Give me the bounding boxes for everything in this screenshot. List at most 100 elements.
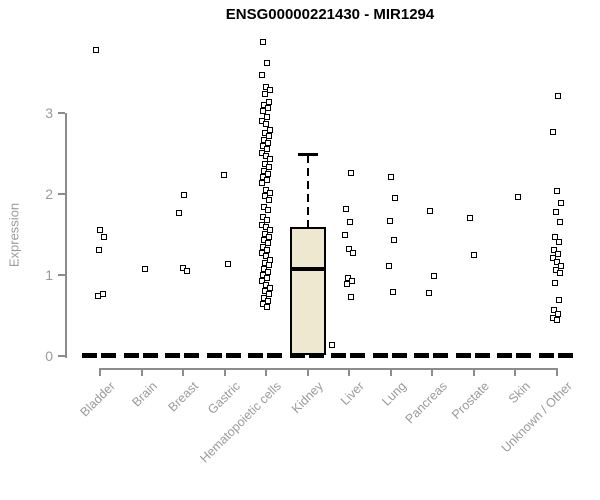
y-axis-line — [65, 113, 67, 358]
data-point — [262, 130, 268, 137]
data-point — [554, 310, 561, 317]
data-point — [261, 237, 267, 244]
zero-baseline — [248, 353, 284, 358]
data-point — [264, 246, 270, 253]
data-point — [344, 280, 350, 287]
data-point — [176, 209, 182, 216]
data-point — [267, 127, 273, 133]
data-point — [386, 217, 393, 224]
data-point — [266, 98, 272, 105]
zero-baseline — [206, 353, 243, 358]
data-point — [96, 246, 102, 253]
zero-baseline — [331, 353, 367, 358]
data-point — [470, 251, 477, 258]
boxplot-box — [289, 227, 326, 355]
data-point — [265, 105, 271, 112]
data-point — [557, 263, 564, 270]
y-axis-tick — [58, 355, 65, 357]
x-axis-tick — [555, 368, 558, 376]
data-point — [556, 270, 563, 277]
boxplot-whisker-line — [306, 155, 309, 228]
data-point — [557, 199, 564, 206]
data-point — [263, 186, 269, 193]
data-point — [263, 253, 269, 260]
data-point — [97, 227, 103, 234]
data-point — [263, 121, 269, 128]
data-point — [266, 164, 272, 171]
data-point — [466, 215, 473, 222]
data-point — [261, 167, 267, 174]
data-point — [267, 156, 273, 163]
data-point — [550, 246, 557, 253]
data-point — [553, 317, 560, 324]
data-point — [346, 246, 352, 253]
boxplot-whisker-cap — [297, 153, 318, 157]
x-axis-tick — [306, 368, 309, 376]
data-point — [551, 233, 558, 240]
data-point — [261, 294, 267, 301]
data-point — [265, 268, 271, 275]
data-point — [264, 275, 270, 282]
data-point — [266, 262, 272, 269]
data-point — [260, 38, 266, 45]
x-axis-tick — [265, 368, 267, 376]
data-point — [556, 219, 563, 226]
data-point — [390, 237, 397, 244]
data-point — [264, 146, 270, 153]
data-point — [264, 304, 270, 311]
data-point — [260, 108, 266, 115]
boxplot-median-line — [291, 267, 324, 272]
data-point — [264, 114, 270, 121]
data-point — [263, 281, 269, 288]
data-point — [350, 250, 356, 257]
zero-baseline — [414, 353, 450, 358]
data-point — [260, 272, 266, 278]
zero-baseline — [497, 353, 533, 358]
x-axis-tick — [99, 368, 101, 376]
data-point — [265, 240, 271, 247]
zero-baseline — [538, 353, 575, 358]
data-point — [348, 169, 354, 176]
data-point — [348, 293, 354, 300]
data-point — [261, 203, 267, 210]
data-point — [259, 118, 265, 125]
data-point — [260, 243, 266, 250]
data-point — [264, 59, 270, 66]
data-point — [549, 254, 556, 261]
data-point — [347, 219, 353, 226]
data-point — [550, 306, 557, 313]
data-point — [554, 250, 561, 257]
data-point — [266, 291, 272, 298]
data-point — [342, 231, 348, 238]
x-axis-tick — [431, 368, 433, 376]
y-axis-title: Expression — [6, 202, 22, 268]
data-point — [265, 297, 271, 304]
y-axis-tick — [58, 193, 65, 195]
data-point — [266, 233, 272, 240]
x-axis-tick — [514, 368, 516, 376]
data-point — [259, 278, 265, 285]
data-point — [553, 187, 560, 194]
data-point — [265, 139, 271, 146]
data-point — [549, 128, 556, 135]
data-point — [259, 149, 265, 156]
data-point — [260, 173, 266, 180]
data-point — [554, 92, 561, 99]
data-point — [385, 263, 392, 270]
data-point — [261, 265, 267, 272]
zero-baseline — [165, 353, 201, 358]
data-point — [267, 256, 273, 263]
data-point — [553, 259, 560, 266]
zero-baseline — [372, 353, 409, 358]
data-point — [427, 208, 433, 214]
data-point — [266, 133, 272, 140]
data-point — [259, 180, 265, 187]
data-point — [265, 207, 271, 214]
data-point — [555, 238, 562, 245]
data-point — [260, 213, 266, 220]
data-point — [267, 284, 273, 291]
data-point — [264, 177, 270, 184]
data-point — [391, 195, 398, 202]
data-point — [263, 224, 269, 231]
